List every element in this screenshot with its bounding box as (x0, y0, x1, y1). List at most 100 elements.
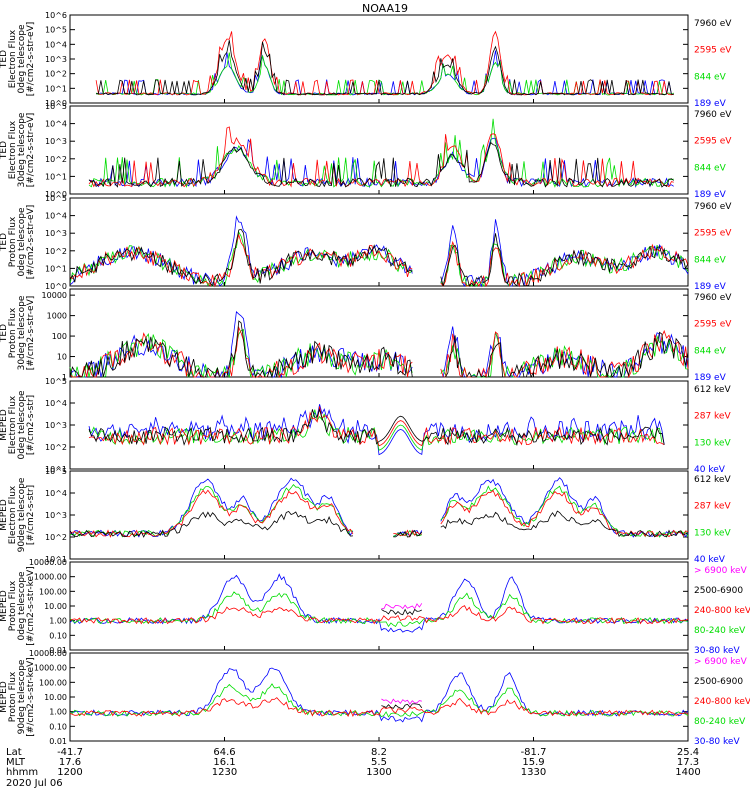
panel-1: 10^0 10^1 10^2 10^3 10^4 10^5 10^6 TEDElectron … (0, 11, 732, 109)
series-line-7960-ev (69, 228, 689, 287)
series-line-40-kev (69, 477, 689, 538)
legend--6900-kev: > 6900 keV (694, 566, 748, 576)
legend-2500-6900: 2500-6900 (694, 586, 743, 596)
series-line-130-kev (69, 483, 689, 538)
legend-40-kev: 40 keV (694, 465, 726, 475)
legend-189-ev: 189 eV (694, 373, 727, 383)
series-line-2595-ev (95, 30, 674, 96)
legend-7960-ev: 7960 eV (694, 293, 732, 303)
x-tick-mlt: 16.1 (213, 757, 235, 768)
legend-287-kev: 287 keV (694, 412, 731, 422)
y-axis-title: TEDElectron Flux30deg telescope[#/cm2-s-… (0, 112, 36, 187)
x-axis-date: 2020 Jul 06 (6, 778, 63, 789)
series-line-844-ev (69, 231, 689, 288)
x-tick-lat: 8.2 (371, 747, 387, 758)
y-tick-label: 100.00 (39, 587, 67, 596)
series-line-240-800-kev (69, 697, 689, 717)
y-tick-label: 10000 (42, 291, 67, 300)
y-axis-title: MEPEDElectron Flux90deg telescope[#/cm2-… (0, 477, 36, 552)
legend-2500-6900: 2500-6900 (694, 677, 743, 687)
x-tick-hhmm: 1230 (212, 767, 237, 778)
legend--6900-kev: > 6900 keV (694, 657, 748, 667)
x-axis-label-hhmm: hhmm (6, 767, 38, 778)
legend-844-ev: 844 eV (694, 163, 727, 173)
y-tick-label: 10^2 (45, 70, 67, 79)
legend-2595-ev: 2595 eV (694, 229, 732, 239)
legend-2595-ev: 2595 eV (694, 137, 732, 147)
series-line-2595-ev (88, 126, 674, 188)
series-line--6900-kev (381, 698, 422, 705)
x-tick-lat: -41.7 (57, 747, 83, 758)
legend-7960-ev: 7960 eV (694, 202, 732, 212)
panel-frame (69, 14, 689, 104)
y-tick-label: 10^5 (45, 194, 67, 203)
legend-7960-ev: 7960 eV (694, 110, 732, 120)
legend-612-kev: 612 keV (694, 475, 731, 485)
legend-130-kev: 130 keV (694, 528, 731, 538)
y-tick-label: 10 (57, 353, 67, 362)
legend-30-80-kev: 30-80 keV (694, 646, 740, 656)
legend-2595-ev: 2595 eV (694, 46, 732, 56)
series-line-2500-6900 (381, 608, 422, 616)
y-axis-title: MEPEDProton Flux0deg telescope[#/cm2-s-s… (0, 566, 36, 645)
y-axis-title: MEPEDElectron Flux0deg telescope[#/cm2-s… (0, 390, 36, 460)
y-tick-label: 10^5 (45, 26, 67, 35)
x-tick-hhmm: 1300 (366, 767, 391, 778)
panel-frame (69, 470, 689, 560)
y-tick-label: 10^4 (45, 489, 67, 498)
y-tick-label: 1000.00 (34, 664, 67, 673)
y-axis-title: TEDProton Flux30deg telescope[#/cm2-s-st… (0, 295, 36, 370)
y-tick-label: 10^3 (45, 511, 67, 520)
y-tick-label: 10^2 (45, 533, 67, 542)
y-tick-label: 10^3 (45, 229, 67, 238)
x-tick-hhmm: 1400 (675, 767, 700, 778)
y-tick-label: 10^3 (45, 137, 67, 146)
x-tick-mlt: 17.3 (677, 757, 699, 768)
y-tick-label: 0.01 (49, 646, 67, 655)
y-tick-label: 10^3 (45, 421, 67, 430)
y-tick-label: 10^3 (45, 55, 67, 64)
y-tick-label: 0.01 (49, 737, 67, 746)
legend-844-ev: 844 eV (694, 346, 727, 356)
y-tick-label: 10^4 (45, 399, 67, 408)
legend-130-kev: 130 keV (694, 438, 731, 448)
series-line--6900-kev (381, 603, 423, 610)
y-tick-label: 10^1 (45, 84, 67, 93)
panel-5: 10^1 10^2 10^3 10^4 10^5 MEPEDElectron Flux0d… (0, 377, 731, 475)
legend-80-240-kev: 80-240 keV (694, 717, 746, 727)
y-tick-label: 1 (62, 373, 67, 382)
panel-frame (69, 561, 689, 651)
chart-title: NOAA19 (362, 2, 408, 15)
x-tick-lat: 64.6 (213, 747, 235, 758)
legend-2595-ev: 2595 eV (694, 320, 732, 330)
y-tick-label: 100 (52, 332, 67, 341)
y-tick-label: 10^5 (45, 377, 67, 386)
series-line-2500-6900 (381, 703, 423, 710)
legend-240-800-kev: 240-800 keV (694, 606, 750, 616)
panel-frame (69, 288, 689, 378)
y-tick-label: 10^5 (45, 102, 67, 111)
y-tick-label: 10^6 (45, 11, 67, 20)
series-line-7960-ev (96, 40, 674, 96)
y-tick-label: 10^0 (45, 282, 67, 291)
series-line-30-80-kev (69, 573, 689, 633)
panel-3: 10^0 10^1 10^2 10^3 10^4 10^5 TEDProton Flux0d… (0, 194, 732, 292)
series-line-7960-ev (88, 141, 674, 188)
panel-8: 0.01 0.10 1.00 10.00 100.00 1000.00 10000.00ME… (0, 649, 750, 747)
x-tick-hhmm: 1330 (521, 767, 546, 778)
series-line-80-240-kev (69, 591, 689, 628)
y-tick-label: 10^1 (45, 172, 67, 181)
panel-2: 10^0 10^1 10^2 10^3 10^4 10^5 TEDElectron Flux… (0, 102, 732, 200)
panel-7: 0.010.101.0010.00100.001000.0010000.00ME… (0, 558, 750, 656)
panel-frame (69, 380, 689, 470)
y-tick-label: 10^1 (45, 264, 67, 273)
series-line-40-kev (89, 404, 676, 454)
x-tick-lat: 25.4 (677, 747, 699, 758)
legend-240-800-kev: 240-800 keV (694, 697, 750, 707)
legend-287-kev: 287 keV (694, 502, 731, 512)
x-axis-label-mlt: MLT (6, 757, 26, 768)
panel-frame (69, 652, 689, 742)
y-tick-label: 1.00 (49, 708, 67, 717)
x-tick-lat: -81.7 (521, 747, 547, 758)
y-tick-label: 10^2 (45, 155, 67, 164)
